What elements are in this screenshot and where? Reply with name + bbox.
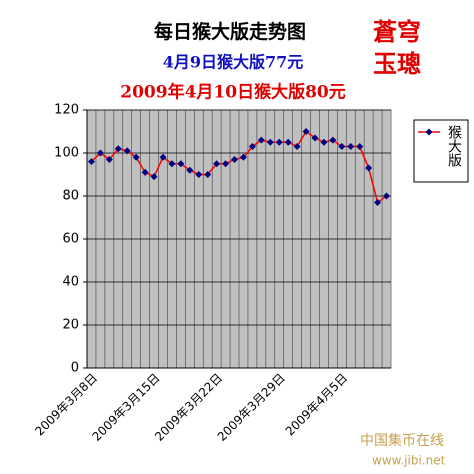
chart-title: 每日猴大版走势图	[154, 20, 306, 43]
marker	[347, 143, 355, 151]
marker	[195, 171, 203, 178]
marker	[186, 166, 194, 174]
y-tick-label: 0	[71, 361, 79, 376]
y-tick-label: 20	[62, 318, 79, 333]
marker	[177, 160, 185, 168]
series-line	[90, 130, 387, 204]
y-tick-label: 60	[62, 232, 79, 247]
y-tick-label: 80	[62, 189, 79, 204]
marker	[96, 149, 104, 157]
marker	[231, 155, 239, 163]
y-tick-label: 120	[54, 103, 79, 118]
marker	[356, 143, 364, 151]
watermark: 中国集币在线	[360, 432, 444, 449]
legend-box	[413, 119, 469, 183]
marker	[320, 138, 328, 146]
y-tick-label: 100	[54, 146, 79, 161]
stamp: 蒼穹	[373, 18, 421, 46]
marker	[105, 155, 113, 163]
marker	[132, 153, 140, 161]
marker	[150, 173, 158, 181]
marker	[284, 138, 292, 146]
marker	[266, 138, 274, 146]
marker	[204, 171, 212, 178]
marker	[141, 168, 149, 176]
marker	[293, 143, 301, 151]
watermark: www.jibi.net	[372, 454, 446, 468]
stamp: 玉璁	[373, 50, 421, 78]
marker	[213, 160, 221, 168]
subtitle: 4月9日猴大版77元	[163, 53, 304, 72]
marker	[114, 145, 122, 153]
y-tick-label: 40	[62, 275, 79, 290]
marker	[87, 158, 95, 166]
marker	[248, 143, 256, 151]
legend-label: 猴大版	[446, 125, 462, 168]
marker	[159, 153, 167, 161]
marker	[123, 147, 131, 155]
marker	[222, 160, 230, 168]
marker	[365, 164, 373, 172]
marker	[374, 198, 382, 206]
legend-marker	[425, 128, 433, 136]
marker	[311, 134, 319, 142]
marker	[383, 192, 391, 200]
marker	[302, 128, 310, 135]
marker	[275, 138, 283, 146]
marker	[338, 143, 346, 151]
marker	[329, 136, 337, 144]
marker	[257, 136, 265, 144]
marker	[239, 153, 247, 161]
marker	[168, 160, 176, 168]
subtitle: 2009年4月10日猴大版80元	[120, 82, 345, 103]
